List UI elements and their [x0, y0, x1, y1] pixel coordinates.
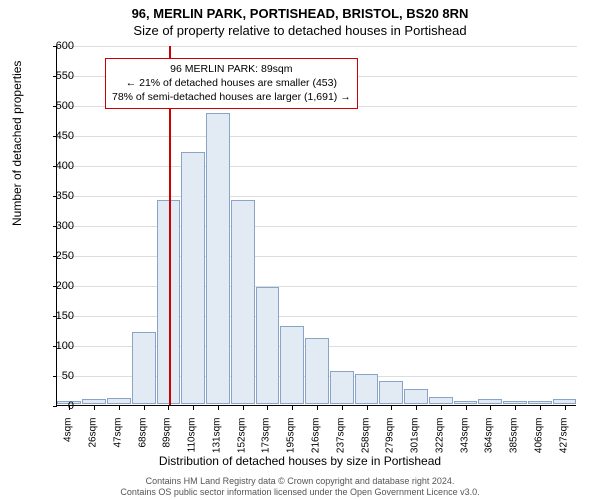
footer-line-1: Contains HM Land Registry data © Crown c… [0, 476, 600, 487]
histogram-bar [478, 399, 502, 404]
histogram-bar [553, 399, 577, 404]
info-box-line: ← 21% of detached houses are smaller (45… [112, 76, 351, 90]
x-tick-label: 26sqm [88, 418, 99, 468]
copyright-footer: Contains HM Land Registry data © Crown c… [0, 476, 600, 498]
footer-line-2: Contains OS public sector information li… [0, 487, 600, 498]
histogram-bar [503, 401, 527, 404]
histogram-bar [429, 397, 453, 404]
x-tick-label: 301sqm [410, 418, 421, 468]
x-tick-mark [243, 406, 244, 410]
gridline [57, 316, 577, 317]
histogram-bar [231, 200, 255, 404]
x-tick-label: 279sqm [385, 418, 396, 468]
x-tick-mark [367, 406, 368, 410]
chart-subtitle: Size of property relative to detached ho… [0, 21, 600, 38]
x-tick-label: 385sqm [509, 418, 520, 468]
x-tick-label: 343sqm [459, 418, 470, 468]
x-tick-label: 195sqm [286, 418, 297, 468]
y-tick-label: 500 [44, 101, 74, 112]
histogram-bar [132, 332, 156, 404]
x-tick-label: 131sqm [211, 418, 222, 468]
gridline [57, 196, 577, 197]
y-tick-label: 200 [44, 281, 74, 292]
x-tick-mark [94, 406, 95, 410]
info-box-line: 78% of semi-detached houses are larger (… [112, 90, 351, 104]
histogram-bar [82, 399, 106, 404]
x-tick-label: 152sqm [236, 418, 247, 468]
x-tick-label: 216sqm [311, 418, 322, 468]
histogram-bar [280, 326, 304, 404]
x-tick-mark [441, 406, 442, 410]
chart-address-title: 96, MERLIN PARK, PORTISHEAD, BRISTOL, BS… [0, 0, 600, 21]
histogram-bar [107, 398, 131, 404]
histogram-chart: 96 MERLIN PARK: 89sqm← 21% of detached h… [56, 46, 576, 406]
histogram-bar [355, 374, 379, 404]
x-tick-label: 364sqm [484, 418, 495, 468]
x-tick-label: 89sqm [162, 418, 173, 468]
x-tick-label: 4sqm [63, 418, 74, 468]
x-tick-label: 110sqm [187, 418, 198, 468]
histogram-bar [454, 401, 478, 404]
y-axis-label: Number of detached properties [10, 61, 24, 226]
x-tick-mark [267, 406, 268, 410]
x-tick-mark [466, 406, 467, 410]
x-tick-mark [317, 406, 318, 410]
histogram-bar [206, 113, 230, 404]
y-tick-label: 250 [44, 251, 74, 262]
x-tick-label: 47sqm [112, 418, 123, 468]
histogram-bar [404, 389, 428, 404]
x-tick-mark [416, 406, 417, 410]
x-tick-mark [342, 406, 343, 410]
info-box: 96 MERLIN PARK: 89sqm← 21% of detached h… [105, 58, 358, 109]
x-tick-mark [565, 406, 566, 410]
y-tick-label: 450 [44, 131, 74, 142]
x-tick-label: 173sqm [261, 418, 272, 468]
histogram-bar [379, 381, 403, 404]
x-tick-mark [218, 406, 219, 410]
x-tick-mark [119, 406, 120, 410]
x-tick-mark [540, 406, 541, 410]
y-tick-label: 100 [44, 341, 74, 352]
x-tick-mark [490, 406, 491, 410]
x-tick-label: 406sqm [533, 418, 544, 468]
y-tick-label: 400 [44, 161, 74, 172]
x-tick-label: 427sqm [558, 418, 569, 468]
y-tick-label: 0 [44, 401, 74, 412]
gridline [57, 226, 577, 227]
x-tick-mark [292, 406, 293, 410]
x-tick-mark [193, 406, 194, 410]
x-tick-label: 68sqm [137, 418, 148, 468]
x-tick-mark [168, 406, 169, 410]
x-tick-mark [515, 406, 516, 410]
histogram-bar [305, 338, 329, 404]
y-tick-label: 300 [44, 221, 74, 232]
y-tick-label: 550 [44, 71, 74, 82]
gridline [57, 136, 577, 137]
gridline [57, 256, 577, 257]
histogram-bar [528, 401, 552, 404]
x-tick-mark [144, 406, 145, 410]
histogram-bar [256, 287, 280, 404]
histogram-bar [181, 152, 205, 404]
x-tick-label: 258sqm [360, 418, 371, 468]
info-box-line: 96 MERLIN PARK: 89sqm [112, 62, 351, 76]
x-tick-label: 237sqm [335, 418, 346, 468]
histogram-bar [330, 371, 354, 404]
y-tick-label: 50 [44, 371, 74, 382]
gridline [57, 46, 577, 47]
gridline [57, 166, 577, 167]
x-tick-label: 322sqm [434, 418, 445, 468]
y-tick-label: 600 [44, 41, 74, 52]
x-tick-mark [391, 406, 392, 410]
gridline [57, 286, 577, 287]
y-tick-label: 150 [44, 311, 74, 322]
y-tick-label: 350 [44, 191, 74, 202]
